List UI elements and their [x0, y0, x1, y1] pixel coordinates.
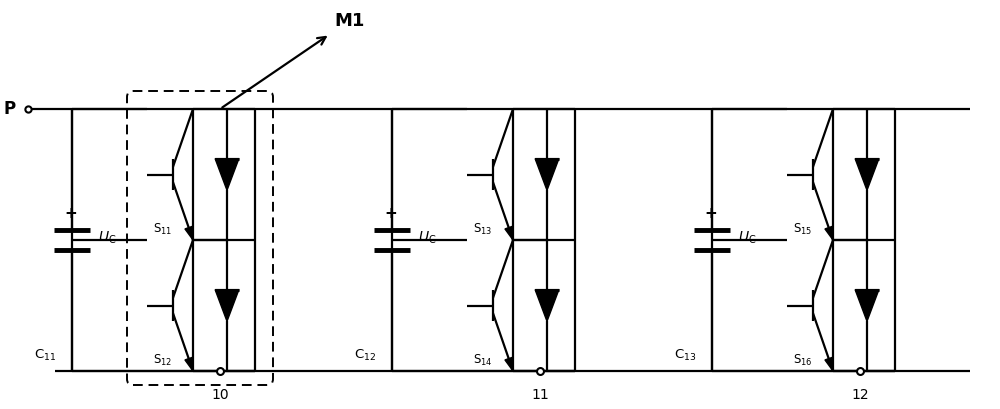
- Text: $\it{U}$$_\mathregular{C}$: $\it{U}$$_\mathregular{C}$: [738, 230, 757, 246]
- Text: +: +: [385, 205, 397, 220]
- Polygon shape: [855, 290, 879, 321]
- Polygon shape: [185, 226, 193, 240]
- Polygon shape: [535, 290, 559, 321]
- Polygon shape: [215, 159, 239, 190]
- Text: +: +: [705, 205, 717, 220]
- Text: 10: 10: [211, 388, 229, 402]
- Polygon shape: [505, 226, 513, 240]
- Text: C$_{12}$: C$_{12}$: [354, 348, 376, 363]
- Polygon shape: [855, 159, 879, 190]
- Text: M1: M1: [335, 12, 365, 30]
- Polygon shape: [535, 159, 559, 190]
- Text: 12: 12: [851, 388, 869, 402]
- Text: C$_{11}$: C$_{11}$: [34, 348, 56, 363]
- Text: S$_{15}$: S$_{15}$: [793, 222, 812, 237]
- Text: S$_{12}$: S$_{12}$: [153, 353, 172, 368]
- Text: +: +: [65, 205, 77, 220]
- Polygon shape: [825, 226, 833, 240]
- Polygon shape: [215, 290, 239, 321]
- Text: $\it{U}$$_\mathregular{C}$: $\it{U}$$_\mathregular{C}$: [418, 230, 437, 246]
- Text: 11: 11: [531, 388, 549, 402]
- Text: P: P: [4, 100, 16, 118]
- Text: S$_{11}$: S$_{11}$: [153, 222, 172, 237]
- Text: S$_{16}$: S$_{16}$: [793, 353, 813, 368]
- Polygon shape: [505, 357, 513, 371]
- Polygon shape: [185, 357, 193, 371]
- Text: C$_{13}$: C$_{13}$: [674, 348, 696, 363]
- Polygon shape: [825, 357, 833, 371]
- Text: $\it{U}$$_\mathregular{C}$: $\it{U}$$_\mathregular{C}$: [98, 230, 117, 246]
- Text: S$_{13}$: S$_{13}$: [473, 222, 492, 237]
- Text: S$_{14}$: S$_{14}$: [473, 353, 493, 368]
